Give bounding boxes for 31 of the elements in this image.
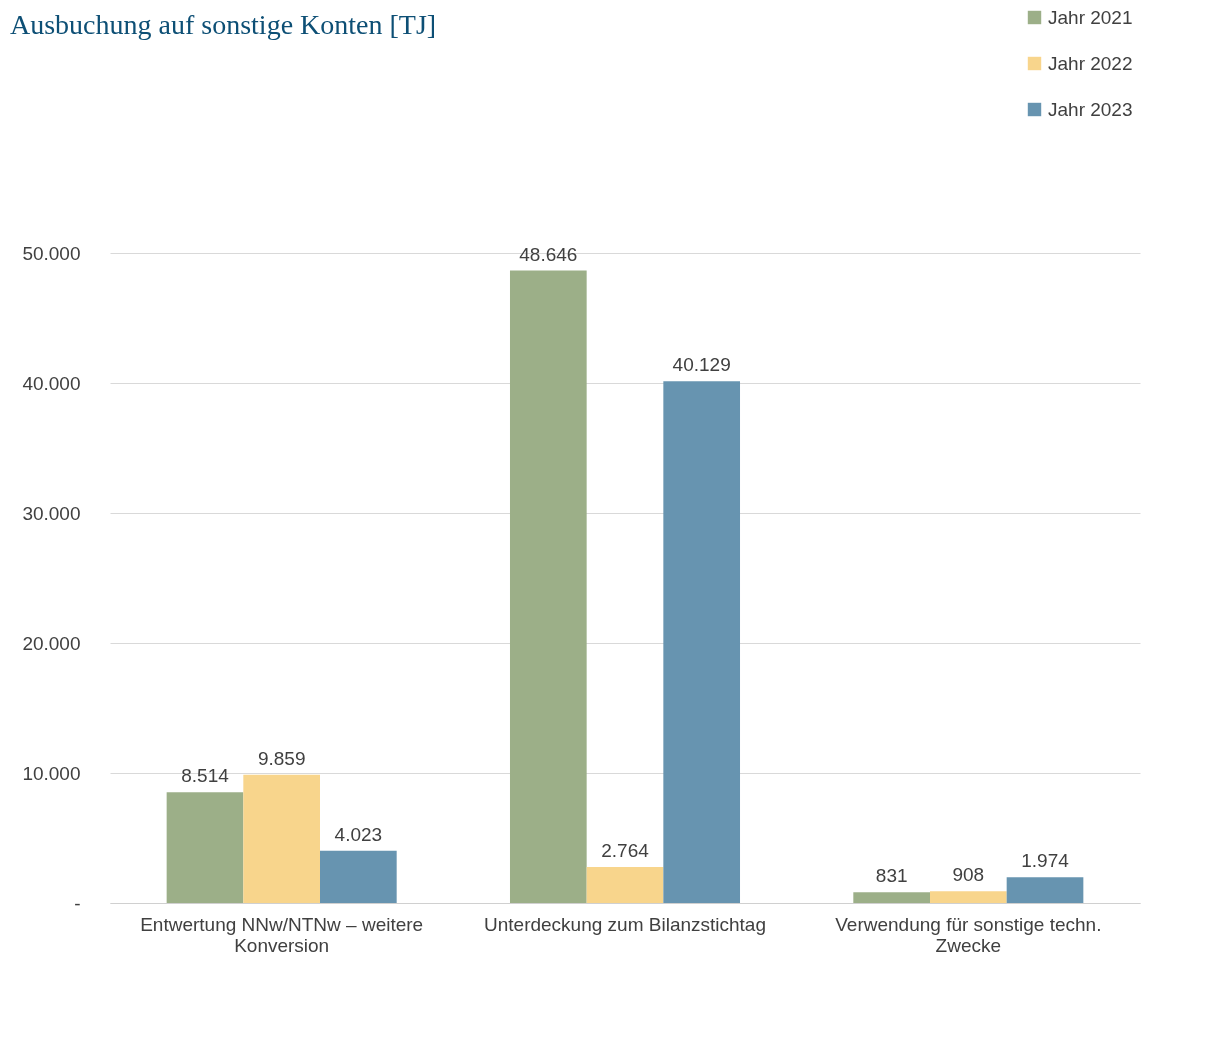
data-label: 48.646 [519, 243, 578, 265]
legend-label: Jahr 2023 [1048, 98, 1133, 120]
x-tick-label: Entwertung NNw/NTNw – weitere Konversion [140, 913, 424, 956]
legend-label: Jahr 2021 [1048, 6, 1133, 28]
bar [853, 892, 930, 903]
data-label: 8.514 [181, 765, 230, 787]
y-tick-label: 20.000 [22, 632, 81, 654]
bar [929, 891, 1007, 903]
bar [586, 867, 664, 903]
y-tick-label: - [74, 892, 81, 914]
data-label: 908 [952, 864, 985, 886]
legend-label: Jahr 2022 [1048, 52, 1133, 74]
y-tick-label: 10.000 [22, 762, 81, 784]
bar [1006, 877, 1084, 903]
bar [663, 381, 741, 903]
bar [320, 850, 397, 903]
data-label: 831 [875, 865, 908, 887]
data-label: 4.023 [334, 823, 383, 845]
y-tick-label: 30.000 [22, 502, 81, 524]
data-label: 9.859 [257, 747, 306, 769]
data-label: 1.974 [1021, 850, 1070, 872]
y-tick-label: 50.000 [22, 242, 81, 264]
bar [166, 792, 244, 903]
data-label: 2.764 [601, 840, 650, 862]
bar [243, 774, 321, 903]
chart-title: Ausbuchung auf sonstige Konten [TJ] [10, 9, 437, 40]
bar [509, 270, 587, 903]
data-label: 40.129 [672, 354, 731, 376]
y-tick-label: 40.000 [22, 372, 81, 394]
x-tick-label: Unterdeckung zum Bilanzstichtag [484, 913, 766, 935]
x-tick-label: Verwendung für sonstige techn. Zwecke [835, 913, 1102, 956]
